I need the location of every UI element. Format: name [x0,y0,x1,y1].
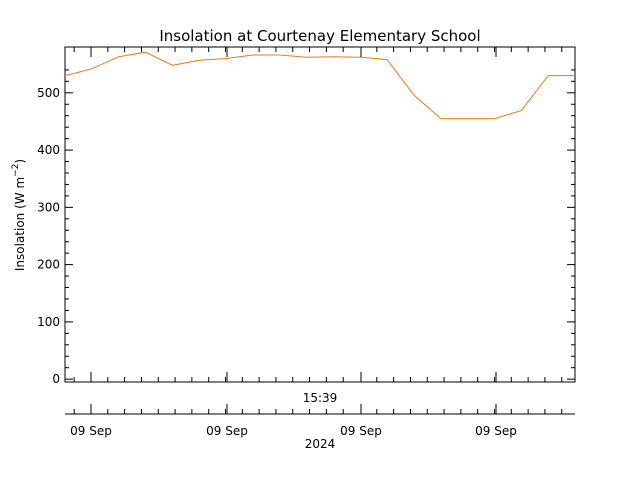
chart-title: Insolation at Courtenay Elementary Schoo… [159,27,480,45]
y-tick-label: 400 [37,143,60,157]
svg-text:Insolation (W m−2): Insolation (W m−2) [11,159,27,271]
date-tick-label: 09 Sep [206,424,248,438]
y-tick-label: 500 [37,86,60,100]
y-axis-label-close: ) [13,159,27,164]
y-tick-label: 300 [37,200,60,214]
y-tick-label: 200 [37,258,60,272]
y-axis: 0 100 200 300 400 500 [37,69,575,386]
date-tick-label: 09 Sep [70,424,112,438]
x-axis-ticks: 09 Sep 09 Sep 09 Sep 09 Sep [70,47,563,438]
plot-frame [64,46,576,383]
time-label: 15:39 [303,391,338,405]
date-tick-label: 09 Sep [475,424,517,438]
date-tick-label: 09 Sep [340,424,382,438]
y-tick-label: 0 [52,372,60,386]
y-axis-label-exponent: −2 [11,164,21,177]
series-line [64,51,575,120]
y-axis-label: Insolation (W m−2) [11,159,27,271]
series-layer [64,51,575,120]
y-tick-label: 100 [37,315,60,329]
y-axis-label-text: Insolation (W m [13,177,27,271]
year-label: 2024 [305,437,336,451]
